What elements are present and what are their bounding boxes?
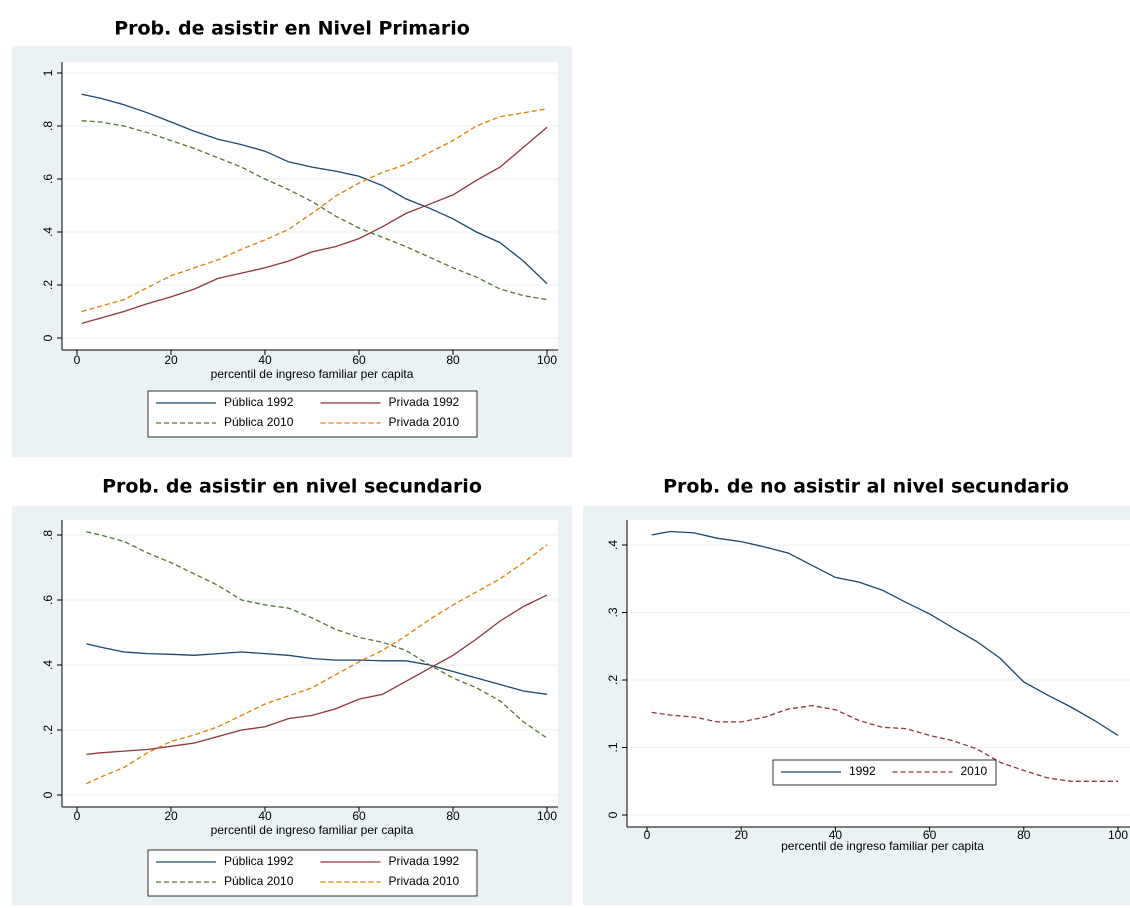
series-line [81,93,548,285]
series-line [86,643,548,695]
chart-panel: Prob. de no asistir al nivel secundario 0… [583,476,1130,905]
x-tick-label: 0 [644,828,651,842]
x-tick-label: 40 [258,809,272,823]
y-tick-label: 0 [606,811,620,818]
chart-title: Prob. de asistir en Nivel Primario [114,18,470,40]
legend-label: Pública 2010 [224,415,294,429]
series-line [651,704,1118,782]
legend-label: 1992 [849,764,876,778]
x-tick-label: 20 [164,809,178,823]
y-tick-label: .8 [41,530,55,540]
y-tick-label: .1 [606,742,620,752]
y-tick-label: .2 [606,675,620,685]
series-line [86,594,548,756]
y-tick-label: .4 [41,227,55,237]
series-line [81,108,548,313]
x-tick-label: 100 [537,353,557,367]
x-axis-title: percentil de ingreso familiar per capita [211,367,414,381]
y-tick-label: .3 [606,607,620,617]
x-tick-label: 100 [537,809,557,823]
y-tick-label: 0 [41,791,55,798]
legend-label: Pública 1992 [224,854,294,868]
chart-title: Prob. de no asistir al nivel secundario [663,476,1069,498]
series-line [81,120,548,301]
x-tick-label: 60 [923,828,937,842]
x-tick-label: 0 [74,353,81,367]
series-line [651,530,1119,736]
series-line [86,531,548,739]
plot-area [62,62,558,350]
x-tick-label: 0 [74,809,81,823]
legend-label: Pública 2010 [224,874,294,888]
y-tick-label: .2 [41,725,55,735]
legend-box [147,390,478,438]
legend-label: Privada 1992 [389,395,460,409]
legend-label: Pública 1992 [224,395,294,409]
legend-label: Privada 2010 [389,415,460,429]
x-tick-label: 60 [352,353,366,367]
legend-label: 2010 [961,764,988,778]
x-axis-title: percentil de ingreso familiar per capita [781,839,984,853]
y-tick-label: 1 [41,69,55,76]
legend-label: Privada 2010 [389,874,460,888]
x-tick-label: 40 [829,828,843,842]
y-tick-label: 0 [41,334,55,341]
x-tick-label: 100 [1108,828,1128,842]
x-tick-label: 20 [164,353,178,367]
series-line [81,126,548,325]
series-line [86,544,548,785]
x-tick-label: 40 [258,353,272,367]
y-tick-label: .6 [41,174,55,184]
y-tick-label: .4 [41,660,55,670]
legend-box [147,849,478,897]
legend-label: Privada 1992 [389,854,460,868]
y-tick-label: .2 [41,280,55,290]
x-tick-label: 80 [446,809,460,823]
x-axis-title: percentil de ingreso familiar per capita [211,823,414,837]
plot-area [62,520,558,807]
chart-title: Prob. de asistir en nivel secundario [102,476,482,498]
y-tick-label: .8 [41,121,55,131]
x-tick-label: 60 [352,809,366,823]
y-tick-label: .6 [41,595,55,605]
chart-panel: Prob. de asistir en Nivel Primario 0 .2 .4.… [12,18,572,457]
x-tick-label: 20 [735,828,749,842]
x-tick-label: 80 [446,353,460,367]
chart-panel: Prob. de asistir en nivel secundario 0 .2.… [12,476,572,905]
x-tick-label: 80 [1017,828,1031,842]
y-tick-label: .4 [606,540,620,550]
